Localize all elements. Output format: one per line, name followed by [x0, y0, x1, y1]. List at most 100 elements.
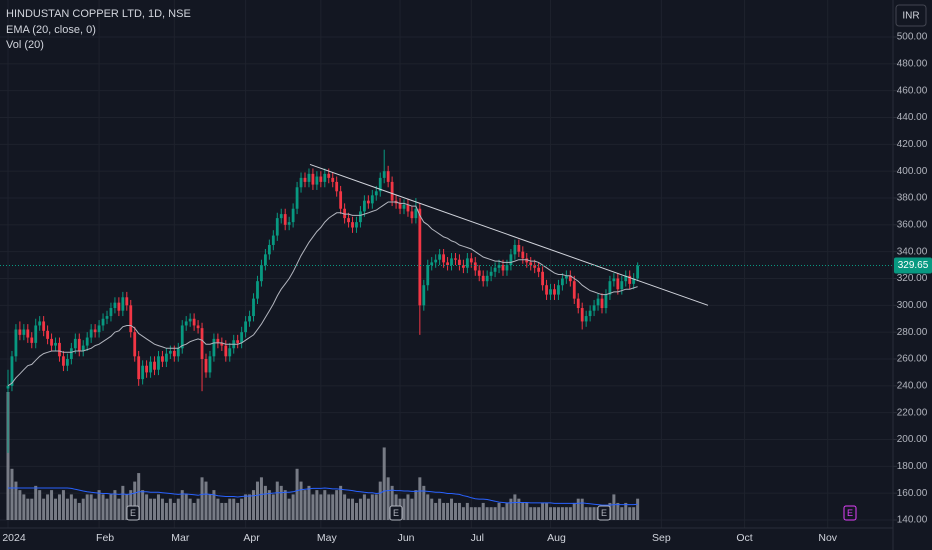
candle-body: [612, 278, 616, 282]
volume-bar: [505, 502, 509, 520]
candle-body: [458, 259, 461, 266]
candle-body: [248, 316, 251, 322]
volume-bar: [382, 447, 386, 520]
candle-body: [89, 329, 93, 338]
y-tick-label: 140.00: [897, 515, 928, 526]
candle-body: [244, 321, 247, 333]
candle-body: [564, 275, 568, 279]
volume-bar: [22, 494, 26, 520]
candle-body: [303, 177, 307, 182]
candle-body: [69, 348, 73, 359]
candle-body: [176, 348, 180, 357]
candle-body: [477, 270, 481, 276]
candle-body: [42, 321, 46, 331]
candle-body: [46, 330, 49, 339]
x-tick-label: Aug: [547, 532, 566, 544]
candle-body: [335, 181, 339, 192]
volume-bar: [319, 494, 323, 520]
volume-bar: [406, 494, 410, 520]
x-tick-label: Jun: [398, 532, 415, 544]
x-tick-label: Sep: [652, 532, 671, 544]
candle-body: [93, 329, 97, 333]
candle-body: [525, 258, 529, 263]
y-tick-label: 220.00: [897, 407, 928, 418]
volume-bar: [489, 507, 493, 520]
candle-body: [101, 318, 105, 326]
candle-body: [509, 254, 513, 266]
y-tick-label: 300.00: [897, 300, 928, 311]
candle-body: [264, 254, 267, 266]
candle-body: [319, 176, 323, 182]
candle-body: [125, 297, 129, 306]
volume-bar: [560, 507, 564, 520]
volume-bar: [228, 498, 232, 520]
candle-body: [596, 298, 600, 306]
volume-bar: [6, 392, 10, 520]
candle-body: [442, 254, 445, 263]
volume-bar: [438, 498, 442, 520]
y-tick-label: 340.00: [897, 246, 928, 257]
candle-body: [168, 350, 172, 354]
candle-body: [97, 325, 101, 333]
volume-bar: [362, 494, 366, 520]
candle-body: [109, 308, 113, 317]
candle-body: [493, 267, 497, 272]
x-tick-label: Nov: [818, 532, 837, 544]
volume-bar: [323, 490, 327, 520]
volume-bar: [216, 498, 220, 520]
candle-body: [339, 191, 343, 209]
currency-button[interactable]: [895, 4, 927, 27]
volume-bar: [303, 490, 307, 520]
volume-bar: [133, 481, 137, 520]
volume-bar: [457, 502, 461, 520]
volume-bar: [145, 494, 149, 520]
y-tick-label: 260.00: [897, 354, 928, 365]
volume-bar: [580, 498, 584, 520]
volume-bar: [93, 498, 97, 520]
currency-label[interactable]: INR: [902, 11, 919, 22]
y-tick-label: 440.00: [897, 112, 928, 123]
last-price-box: [894, 257, 932, 274]
volume-bar: [378, 481, 382, 520]
candle-body: [204, 359, 208, 373]
candle-body: [18, 329, 22, 335]
volume-bar: [434, 502, 438, 520]
earnings-label: E: [393, 508, 399, 518]
candle-body: [513, 244, 517, 255]
volume-bar: [315, 490, 319, 520]
candle-body: [26, 329, 30, 338]
candle-body: [73, 338, 77, 349]
chart-title: HINDUSTAN COPPER LTD, 1D, NSE: [6, 8, 191, 20]
volume-bar: [141, 490, 145, 520]
earnings-marker: [597, 505, 611, 521]
x-tick-label: Jul: [471, 532, 484, 544]
volume-bar: [295, 468, 299, 520]
volume-legend: Vol (20): [6, 39, 44, 51]
volume-bar: [271, 494, 275, 520]
candle-body: [327, 173, 331, 178]
volume-bar: [418, 477, 422, 520]
candle-body: [228, 348, 232, 357]
volume-bar: [129, 490, 133, 520]
candle-body: [212, 338, 216, 357]
candle-body: [145, 365, 148, 373]
candle-body: [30, 337, 34, 343]
volume-bar: [156, 494, 160, 520]
volume-bar: [113, 490, 117, 520]
candle-body: [299, 177, 303, 188]
candle-body: [580, 308, 584, 322]
candle-body: [450, 258, 453, 266]
candle-body: [58, 342, 61, 357]
axes: 140.00 160.00 180.00 200.00 220.00 240.00 260.…: [2, 32, 932, 544]
candle-body: [576, 298, 580, 309]
y-tick-label: 500.00: [897, 32, 928, 43]
candle-body: [624, 275, 628, 282]
candle-body: [438, 254, 442, 260]
candle-body: [608, 281, 612, 295]
candle-body: [382, 171, 386, 178]
x-tick-label: May: [317, 532, 338, 544]
volume-bar: [224, 502, 228, 520]
volume-bar: [545, 502, 549, 520]
earnings-marker: [843, 505, 857, 521]
